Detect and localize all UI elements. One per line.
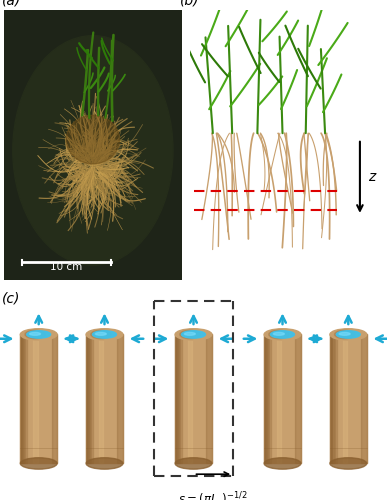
Ellipse shape bbox=[175, 328, 212, 340]
Ellipse shape bbox=[21, 458, 57, 469]
Bar bbox=[176, 334, 179, 464]
Ellipse shape bbox=[330, 458, 367, 469]
Bar bbox=[331, 334, 332, 464]
Bar bbox=[361, 334, 367, 464]
Bar bbox=[21, 334, 25, 464]
Bar bbox=[51, 334, 57, 464]
Ellipse shape bbox=[66, 116, 120, 164]
Bar bbox=[265, 334, 266, 464]
Ellipse shape bbox=[336, 330, 360, 338]
Bar bbox=[330, 334, 335, 464]
Bar bbox=[86, 334, 123, 464]
Bar bbox=[206, 334, 212, 464]
Bar bbox=[264, 334, 269, 464]
Bar bbox=[343, 334, 347, 464]
Text: (c): (c) bbox=[2, 292, 20, 306]
Bar bbox=[99, 334, 103, 464]
Ellipse shape bbox=[91, 330, 111, 338]
Bar bbox=[330, 334, 367, 464]
Ellipse shape bbox=[269, 330, 289, 338]
Text: $z$: $z$ bbox=[368, 170, 377, 184]
Ellipse shape bbox=[273, 332, 284, 336]
Bar bbox=[175, 334, 182, 464]
Text: (a): (a) bbox=[2, 0, 21, 8]
Bar bbox=[175, 334, 180, 464]
Bar bbox=[330, 334, 334, 464]
Bar bbox=[331, 334, 332, 464]
Bar bbox=[117, 334, 123, 464]
Ellipse shape bbox=[95, 332, 106, 336]
Ellipse shape bbox=[184, 332, 195, 336]
Ellipse shape bbox=[25, 330, 45, 338]
Bar bbox=[264, 334, 271, 464]
Bar bbox=[277, 334, 281, 464]
Ellipse shape bbox=[271, 330, 295, 338]
Bar bbox=[21, 334, 57, 464]
Ellipse shape bbox=[339, 332, 350, 336]
Bar bbox=[21, 334, 23, 464]
Bar bbox=[175, 334, 212, 464]
Bar bbox=[330, 334, 337, 464]
Ellipse shape bbox=[175, 458, 212, 469]
Bar bbox=[188, 334, 192, 464]
Bar bbox=[295, 334, 301, 464]
Bar bbox=[87, 334, 89, 464]
Bar bbox=[176, 334, 177, 464]
Ellipse shape bbox=[29, 332, 41, 336]
Bar bbox=[265, 334, 267, 464]
Bar bbox=[87, 334, 88, 464]
Bar bbox=[86, 334, 91, 464]
Ellipse shape bbox=[86, 458, 123, 469]
Bar bbox=[176, 334, 178, 464]
Ellipse shape bbox=[182, 330, 205, 338]
Ellipse shape bbox=[334, 330, 355, 338]
Ellipse shape bbox=[13, 36, 173, 265]
Text: (b): (b) bbox=[180, 0, 199, 7]
Bar bbox=[264, 334, 301, 464]
Ellipse shape bbox=[264, 458, 301, 469]
Text: 10 cm: 10 cm bbox=[50, 262, 82, 272]
Ellipse shape bbox=[21, 328, 57, 340]
Bar bbox=[87, 334, 90, 464]
Ellipse shape bbox=[86, 328, 123, 340]
Bar bbox=[21, 334, 24, 464]
Bar bbox=[265, 334, 268, 464]
Ellipse shape bbox=[92, 330, 116, 338]
Ellipse shape bbox=[264, 328, 301, 340]
Bar bbox=[21, 334, 27, 464]
Text: $s = (\pi L_{\rm v})^{-1/2}$: $s = (\pi L_{\rm v})^{-1/2}$ bbox=[178, 490, 248, 500]
Ellipse shape bbox=[330, 328, 367, 340]
Bar bbox=[33, 334, 38, 464]
Ellipse shape bbox=[27, 330, 51, 338]
Bar bbox=[86, 334, 93, 464]
Ellipse shape bbox=[180, 330, 200, 338]
